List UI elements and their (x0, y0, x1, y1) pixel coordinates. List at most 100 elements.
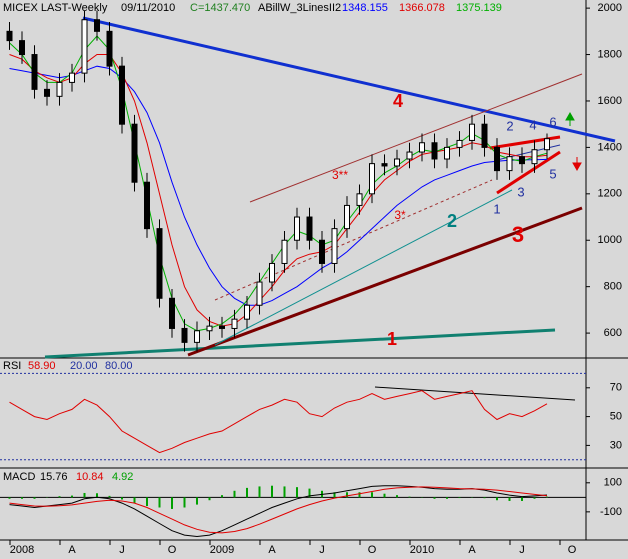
annotation: 3** (332, 168, 348, 182)
histogram-bar (383, 493, 386, 498)
trendline (374, 386, 576, 401)
annotation: 3* (394, 208, 406, 222)
up-arrow (565, 111, 575, 126)
annotation: 2 (506, 118, 513, 133)
y-tick-label: 1000 (598, 234, 622, 246)
histogram-bar (458, 497, 461, 499)
indicator-name: ABillW_3LinesII2 (258, 2, 341, 14)
histogram-bar (146, 497, 148, 507)
histogram-bar (296, 487, 298, 498)
overlay-label: 1348.155 (342, 2, 388, 14)
candle-body (31, 54, 38, 90)
candle-body (69, 72, 75, 83)
histogram-bar (108, 495, 111, 498)
candle-body (194, 330, 200, 343)
level-label: 80.00 (105, 360, 133, 372)
annotation: 6 (549, 114, 556, 129)
date: 09/11/2010 (121, 2, 175, 14)
x-tick-label: 2010 (410, 544, 434, 556)
x-tick-label: A (268, 544, 276, 556)
overlay-label: 1366.078 (399, 2, 445, 14)
candle-body (106, 30, 113, 67)
y-tick-label: 1800 (598, 48, 622, 60)
candle-body (356, 193, 363, 206)
series-label: 15.76 (40, 471, 68, 483)
histogram-bar (233, 490, 236, 498)
overlay-label: 1375.139 (456, 2, 502, 14)
candle-body (294, 216, 300, 241)
candle-body (456, 139, 463, 148)
x-tick-label: A (468, 544, 476, 556)
x-tick-label: J (519, 544, 525, 556)
trendline (496, 150, 561, 195)
candle-body (319, 239, 325, 264)
candle-body (269, 262, 275, 283)
histogram-bar (183, 497, 186, 508)
histogram-bar (33, 497, 36, 499)
y-tick-label: 2000 (598, 2, 622, 14)
x-tick-label: O (168, 544, 177, 556)
histogram-bar (396, 495, 398, 498)
candle-body (44, 88, 50, 97)
candle-body (119, 65, 125, 125)
histogram-bar (496, 497, 498, 501)
x-tick-label: O (568, 544, 577, 556)
candle-body (131, 123, 138, 183)
macd-line (9, 485, 548, 538)
candle-body (394, 158, 400, 167)
histogram-bar (221, 495, 223, 498)
x-tick-label: O (368, 544, 377, 556)
panel-title: RSI (3, 360, 21, 372)
histogram-bar (308, 488, 311, 498)
y-tick-label: 100 (604, 477, 622, 489)
candle-body (181, 327, 188, 343)
candle-body (219, 325, 225, 329)
annotation: 5 (549, 166, 556, 181)
chart-title: MICEX LAST-Weekly (3, 2, 108, 14)
trendline (82, 16, 616, 143)
candle-body (256, 281, 263, 306)
candle-body (344, 204, 350, 230)
candle-body (544, 138, 550, 151)
y-tick-label: 800 (604, 281, 622, 293)
candle-body (244, 304, 250, 320)
annotation: 3 (512, 222, 524, 247)
histogram-bar (96, 493, 98, 498)
candle-body (94, 19, 100, 32)
histogram-bar (346, 492, 348, 498)
annotation: 1 (387, 329, 397, 349)
y-tick-label: -100 (600, 506, 622, 518)
annotation: 4 (529, 117, 536, 132)
histogram-bar (271, 485, 273, 498)
candle-body (156, 228, 163, 299)
candle-body (56, 81, 63, 97)
y-tick-label: 30 (610, 439, 622, 451)
x-tick-label: J (119, 544, 125, 556)
x-tick-label: 2008 (10, 544, 34, 556)
histogram-bar (83, 492, 86, 498)
candle-body (431, 142, 438, 160)
y-tick-label: 1400 (598, 141, 622, 153)
x-tick-label: J (319, 544, 325, 556)
x-tick-label: A (68, 544, 76, 556)
histogram-bar (521, 497, 523, 501)
histogram-bar (283, 486, 286, 498)
down-arrow (572, 157, 582, 172)
histogram-bar (71, 495, 73, 498)
candle-body (406, 151, 413, 160)
y-tick-label: 1200 (598, 188, 622, 200)
histogram-label: 4.92 (112, 471, 133, 483)
candle-body (19, 40, 25, 56)
histogram-bar (196, 497, 198, 505)
candle-body (169, 297, 175, 329)
histogram-bar (433, 497, 436, 499)
y-tick-label: 70 (610, 382, 622, 394)
candle-body (331, 228, 338, 264)
moving-average (9, 65, 548, 306)
histogram-bar (533, 497, 536, 499)
series-label: 10.84 (76, 471, 104, 483)
histogram-bar (508, 497, 511, 501)
